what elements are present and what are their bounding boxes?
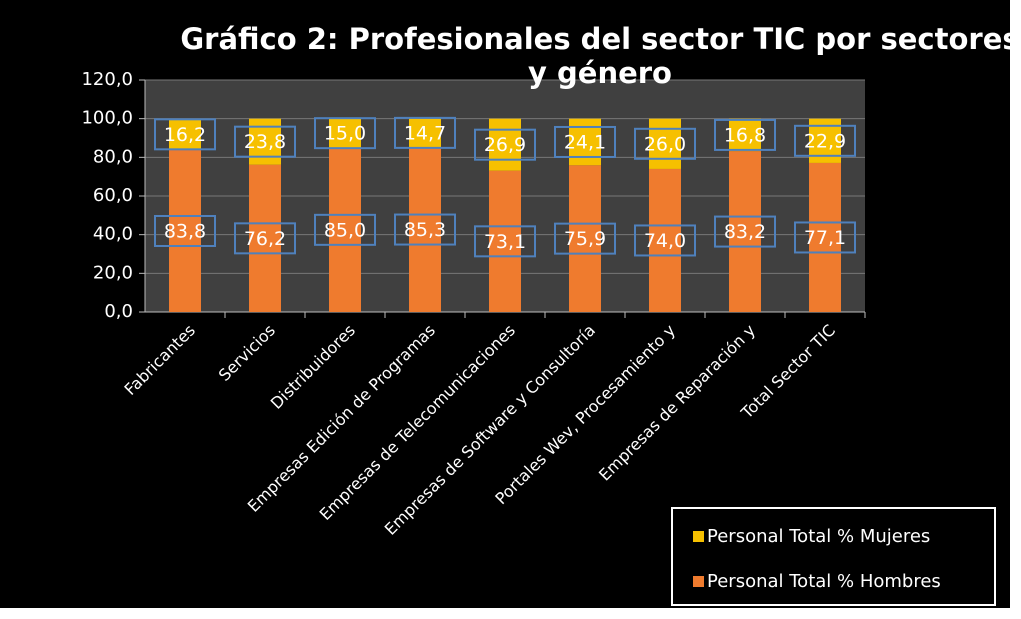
data-label-box xyxy=(154,118,216,151)
data-label-box xyxy=(394,213,456,246)
y-tick-label: 20,0 xyxy=(93,262,133,283)
data-label-box xyxy=(234,222,296,255)
data-label-box xyxy=(394,116,456,149)
y-tick-label: 60,0 xyxy=(93,185,133,206)
bar-segment xyxy=(729,151,761,312)
y-tick-label: 120,0 xyxy=(81,69,133,90)
bar-segment xyxy=(649,168,681,312)
data-label-box xyxy=(634,127,696,160)
legend-swatch xyxy=(693,576,704,587)
data-label: 26,9 xyxy=(484,134,526,156)
bar-segment xyxy=(169,149,201,312)
data-label: 85,0 xyxy=(324,219,366,241)
data-label-box xyxy=(474,225,536,258)
data-label: 24,1 xyxy=(564,131,606,153)
data-label: 16,2 xyxy=(164,124,206,146)
data-label: 76,2 xyxy=(244,228,286,250)
legend-swatch xyxy=(693,531,704,542)
data-label: 75,9 xyxy=(564,228,606,250)
data-label-box xyxy=(154,214,216,247)
data-label: 77,1 xyxy=(804,227,846,249)
data-label: 14,7 xyxy=(404,122,446,144)
chart-title: Gráfico 2: Profesionales del sector TIC … xyxy=(180,22,1020,90)
data-label: 85,3 xyxy=(404,219,446,241)
data-label: 83,2 xyxy=(724,221,766,243)
bar-segment xyxy=(249,164,281,312)
data-label: 16,8 xyxy=(724,124,766,146)
bar-segment xyxy=(409,147,441,312)
data-label-box xyxy=(314,213,376,246)
bar-segment xyxy=(489,118,521,171)
data-label: 22,9 xyxy=(804,130,846,152)
data-label: 23,8 xyxy=(244,131,286,153)
data-label-box xyxy=(314,117,376,150)
data-label: 26,0 xyxy=(644,133,686,155)
data-label: 73,1 xyxy=(484,231,526,253)
y-tick-label: 80,0 xyxy=(93,146,133,167)
bar-segment xyxy=(169,118,201,150)
bar-segment xyxy=(409,118,441,148)
bar-segment xyxy=(489,170,521,312)
data-label-box xyxy=(714,118,776,151)
data-label-box xyxy=(554,125,616,158)
legend-box xyxy=(671,507,996,606)
y-tick-label: 100,0 xyxy=(81,108,133,129)
legend-label: Personal Total % Hombres xyxy=(707,571,941,592)
data-label: 83,8 xyxy=(164,220,206,242)
bar-segment xyxy=(329,118,361,148)
data-label: 15,0 xyxy=(324,123,366,145)
bar-segment xyxy=(809,162,841,312)
bar-segment xyxy=(649,118,681,169)
data-label-box xyxy=(714,215,776,248)
bar-segment xyxy=(729,118,761,152)
data-label-box xyxy=(474,128,536,161)
data-label-box xyxy=(234,125,296,158)
bar-segment xyxy=(569,165,601,312)
data-label-box xyxy=(634,224,696,257)
legend-label: Personal Total % Mujeres xyxy=(707,526,930,547)
y-tick-label: 0,0 xyxy=(104,301,133,322)
data-label-box xyxy=(554,222,616,255)
bar-segment xyxy=(329,147,361,312)
data-label-box xyxy=(794,221,856,254)
y-tick-label: 40,0 xyxy=(93,224,133,245)
data-label-box xyxy=(794,124,856,157)
data-label: 74,0 xyxy=(644,230,686,252)
